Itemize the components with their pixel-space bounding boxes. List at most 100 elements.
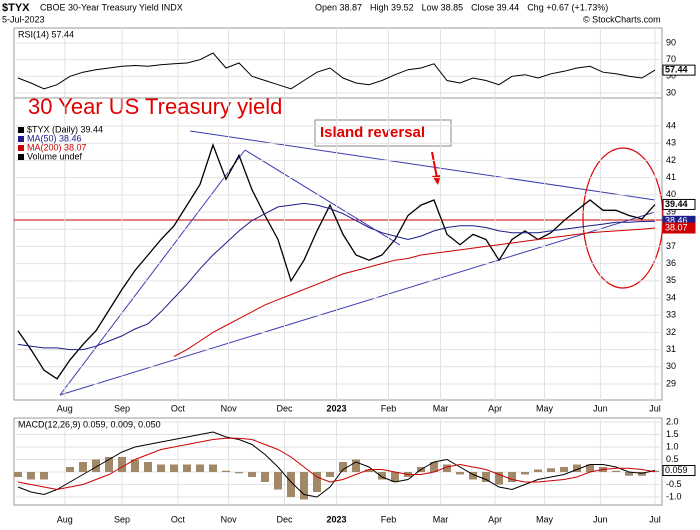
histogram-bar [378, 472, 386, 480]
y-tick-label: 2.0 [666, 416, 679, 426]
histogram-bar [66, 467, 74, 472]
x-tick-label: Dec [276, 514, 293, 524]
histogram-bar [118, 457, 126, 472]
histogram-bar [391, 472, 399, 482]
legend-swatch [18, 154, 24, 160]
histogram-bar [352, 459, 360, 472]
y-tick-label: 40 [666, 189, 676, 199]
y-tick-label: 34 [666, 292, 676, 302]
legend-entry: MA(200) 38.07 [27, 142, 87, 152]
y-tick-label: 1.0 [666, 441, 679, 451]
legend-swatch [18, 127, 24, 133]
histogram-bar [248, 472, 256, 477]
legend-swatch [18, 145, 24, 151]
y-tick-label: 30 [666, 87, 676, 97]
histogram-bar [521, 472, 529, 475]
y-tick-label: 39 [666, 206, 676, 216]
histogram-bar [469, 472, 477, 480]
histogram-bar [105, 457, 113, 472]
value-tag-label: 0.059 [665, 465, 688, 475]
histogram-bar [326, 472, 334, 477]
value-tag-label: 38.07 [665, 222, 688, 232]
y-tick-label: -1.0 [666, 491, 682, 501]
y-tick-label: 31 [666, 344, 676, 354]
instrument-name: CBOE 30-Year Treasury Yield INDX [40, 2, 183, 12]
series-line [17, 52, 656, 90]
legend-swatch [18, 136, 24, 142]
y-tick-label: 37 [666, 241, 676, 251]
value-tag [662, 222, 696, 234]
value-tag-label: 38.46 [665, 216, 688, 226]
histogram-bar [508, 472, 516, 482]
x-tick-label: Sep [114, 403, 130, 413]
y-tick-label: 70 [666, 54, 676, 64]
quote-item: Close 39.44 [471, 2, 519, 12]
x-tick-label: Mar [433, 514, 449, 524]
x-tick-label: Jun [593, 403, 608, 413]
x-tick-label: Aug [57, 403, 73, 413]
x-tick-label: Oct [171, 403, 186, 413]
legend-entry: MA(50) 38.46 [27, 133, 82, 143]
y-tick-label: 30 [666, 361, 676, 371]
histogram-bar [456, 472, 464, 475]
credit: © StockCharts.com [583, 14, 661, 24]
y-tick-label: 44 [666, 120, 676, 130]
histogram-bar [14, 472, 22, 477]
value-tag-label: 39.44 [665, 199, 688, 209]
quote-item: Low 38.85 [422, 2, 464, 12]
histogram-bar [79, 462, 87, 472]
histogram-bar [482, 472, 490, 482]
histogram-bar [40, 472, 48, 480]
legend-entry: $TYX (Daily) 39.44 [27, 124, 103, 134]
histogram-bar [430, 462, 438, 472]
x-tick-label: Mar [433, 403, 449, 413]
x-tick-label: 2023 [326, 514, 346, 524]
price-panel [13, 97, 663, 401]
y-tick-label: 1.5 [666, 429, 679, 439]
quote-item: Open 38.87 [315, 2, 362, 12]
legend-entry: Volume undef [27, 151, 83, 161]
y-tick-label: 42 [666, 155, 676, 165]
histogram-bar [261, 472, 269, 482]
histogram-bar [300, 472, 308, 500]
x-tick-label: Oct [171, 514, 186, 524]
series-line [17, 202, 656, 351]
histogram-bar [638, 472, 646, 476]
callout: Island reversal [320, 124, 425, 141]
value-tag-label: 57.44 [665, 65, 688, 75]
value-tag [662, 465, 696, 477]
histogram-bar [27, 472, 35, 480]
y-tick-label: 36 [666, 258, 676, 268]
y-tick-label: 41 [666, 172, 676, 182]
symbol: $TYX [2, 2, 30, 14]
histogram-bar [495, 472, 503, 485]
histogram-bar [534, 469, 542, 472]
x-tick-label: Sep [114, 514, 130, 524]
x-tick-label: Apr [488, 514, 502, 524]
series-line [17, 431, 656, 498]
y-tick-label: 43 [666, 138, 676, 148]
y-tick-label: 32 [666, 327, 676, 337]
histogram-bar [196, 464, 204, 472]
series-line [17, 437, 656, 491]
series-line [17, 143, 656, 380]
x-tick-label: Nov [221, 403, 238, 413]
y-tick-label: 50 [666, 71, 676, 81]
panel-title: MACD(12,26,9) 0.059, 0.009, 0.050 [18, 419, 161, 429]
x-tick-label: Feb [381, 403, 397, 413]
y-tick-label: 90 [666, 37, 676, 47]
y-tick-label: 0.5 [666, 454, 679, 464]
x-tick-label: Jul [649, 403, 661, 413]
y-tick-label: 29 [666, 378, 676, 388]
rsi-panel [13, 27, 663, 99]
histogram-bar [612, 470, 620, 472]
histogram-bar [92, 459, 100, 472]
histogram-bar [157, 464, 165, 472]
histogram-bar [274, 472, 282, 490]
trendlines [59, 130, 656, 396]
x-tick-label: Jun [593, 514, 608, 524]
quote-item: Chg +0.67 (+1.73%) [527, 2, 608, 12]
histogram-bar [144, 462, 152, 472]
histogram-bar [222, 470, 230, 472]
